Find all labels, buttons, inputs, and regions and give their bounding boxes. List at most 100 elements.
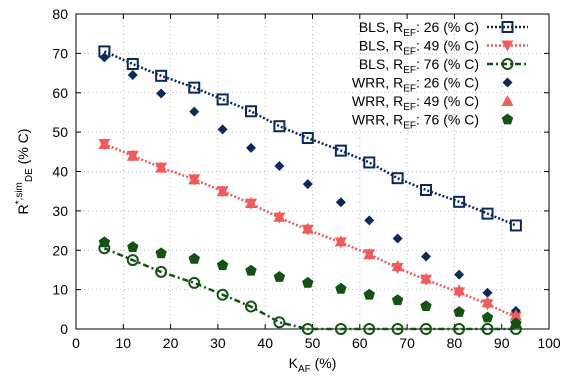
data-point bbox=[363, 248, 376, 260]
data-point bbox=[245, 264, 257, 276]
x-tick-label: 70 bbox=[399, 335, 415, 351]
data-point bbox=[127, 70, 138, 81]
data-point bbox=[509, 219, 522, 232]
data-point bbox=[364, 215, 375, 226]
data-point bbox=[155, 69, 168, 82]
legend-marker bbox=[501, 40, 514, 52]
x-tick-label: 90 bbox=[494, 335, 510, 351]
legend-marker bbox=[501, 95, 514, 106]
x-ticks: 0 10 20 30 40 50 60 70 80 90 100 bbox=[72, 14, 561, 351]
legend-marker bbox=[501, 113, 514, 125]
legend-label: BLS, REF: 26 (% C) bbox=[359, 19, 479, 39]
series-line bbox=[103, 50, 517, 227]
data-point bbox=[216, 288, 229, 301]
data-point bbox=[420, 184, 433, 197]
y-ticks: 0 10 20 30 40 50 60 70 80 bbox=[52, 6, 549, 337]
series-3 bbox=[98, 242, 522, 335]
y-tick-label: 0 bbox=[60, 321, 68, 337]
data-point bbox=[245, 300, 258, 313]
series-5 bbox=[98, 137, 522, 321]
data-point bbox=[334, 323, 347, 335]
legend-label: BLS, REF: 49 (% C) bbox=[359, 38, 479, 58]
data-point bbox=[335, 197, 346, 208]
data-point bbox=[99, 52, 110, 63]
legend-item: BLS, REF: 49 (% C) bbox=[359, 38, 528, 58]
x-axis-label: KAF (%) bbox=[289, 355, 337, 375]
data-point bbox=[188, 81, 201, 94]
legend-marker bbox=[502, 77, 513, 88]
data-point bbox=[301, 222, 314, 234]
data-point bbox=[126, 58, 139, 71]
x-tick-label: 30 bbox=[210, 335, 226, 351]
data-point bbox=[301, 323, 314, 335]
legend: BLS, REF: 26 (% C)BLS, REF: 49 (% C)BLS,… bbox=[352, 19, 528, 132]
legend-marker bbox=[501, 58, 514, 70]
data-point bbox=[245, 197, 258, 208]
data-point bbox=[98, 236, 111, 248]
data-point bbox=[302, 179, 313, 190]
data-point bbox=[188, 276, 201, 289]
data-point bbox=[421, 251, 432, 262]
data-point bbox=[335, 282, 347, 294]
legend-label: BLS, REF: 76 (% C) bbox=[359, 56, 479, 76]
data-point bbox=[481, 311, 494, 323]
x-tick-label: 20 bbox=[163, 335, 179, 351]
data-point bbox=[363, 288, 375, 300]
data-point bbox=[273, 120, 286, 133]
legend-item: WRR, REF: 49 (% C) bbox=[352, 93, 514, 113]
data-point bbox=[189, 106, 200, 117]
data-point bbox=[246, 142, 257, 153]
y-axis-label: R*,simDE (% C) bbox=[14, 129, 35, 215]
data-point bbox=[420, 300, 432, 311]
data-point bbox=[126, 254, 139, 267]
data-point bbox=[155, 247, 167, 259]
legend-item: WRR, REF: 76 (% C) bbox=[352, 112, 514, 132]
x-tick-label: 10 bbox=[116, 335, 132, 351]
data-point bbox=[98, 137, 111, 149]
y-tick-label: 60 bbox=[52, 85, 68, 101]
y-tick-label: 30 bbox=[52, 203, 68, 219]
data-point bbox=[391, 172, 404, 185]
y-tick-label: 40 bbox=[52, 164, 68, 180]
legend-label: WRR, REF: 76 (% C) bbox=[352, 112, 479, 132]
legend-label: WRR, REF: 49 (% C) bbox=[352, 93, 479, 113]
legend-label: WRR, REF: 26 (% C) bbox=[352, 75, 479, 95]
data-point bbox=[216, 93, 229, 106]
series-layer bbox=[98, 45, 522, 335]
data-point bbox=[126, 149, 139, 161]
data-point bbox=[391, 260, 404, 271]
data-point bbox=[334, 144, 347, 157]
legend-item: BLS, REF: 26 (% C) bbox=[359, 19, 528, 39]
data-point bbox=[245, 105, 258, 118]
series-6 bbox=[98, 236, 522, 329]
y-tick-label: 80 bbox=[52, 6, 68, 22]
data-point bbox=[482, 287, 493, 298]
legend-marker bbox=[501, 21, 514, 33]
data-point bbox=[156, 88, 167, 99]
data-point bbox=[453, 323, 466, 335]
data-point bbox=[391, 294, 404, 306]
x-tick-label: 100 bbox=[537, 335, 561, 351]
data-point bbox=[217, 124, 228, 135]
data-point bbox=[392, 233, 403, 244]
data-point bbox=[420, 272, 433, 284]
data-point bbox=[509, 309, 522, 321]
series-1 bbox=[98, 45, 522, 232]
data-point bbox=[274, 160, 285, 171]
x-tick-label: 50 bbox=[305, 335, 321, 351]
data-point bbox=[481, 207, 494, 220]
x-tick-label: 80 bbox=[447, 335, 463, 351]
data-point bbox=[273, 271, 286, 282]
data-point bbox=[188, 252, 200, 264]
y-tick-label: 50 bbox=[52, 124, 68, 140]
data-point bbox=[363, 156, 376, 169]
y-tick-label: 20 bbox=[52, 242, 68, 258]
series-line bbox=[103, 247, 516, 331]
legend-item: BLS, REF: 76 (% C) bbox=[359, 56, 528, 76]
data-point bbox=[216, 185, 229, 197]
x-tick-label: 60 bbox=[352, 335, 368, 351]
data-point bbox=[420, 323, 433, 335]
data-point bbox=[127, 241, 139, 252]
x-tick-label: 0 bbox=[72, 335, 80, 351]
